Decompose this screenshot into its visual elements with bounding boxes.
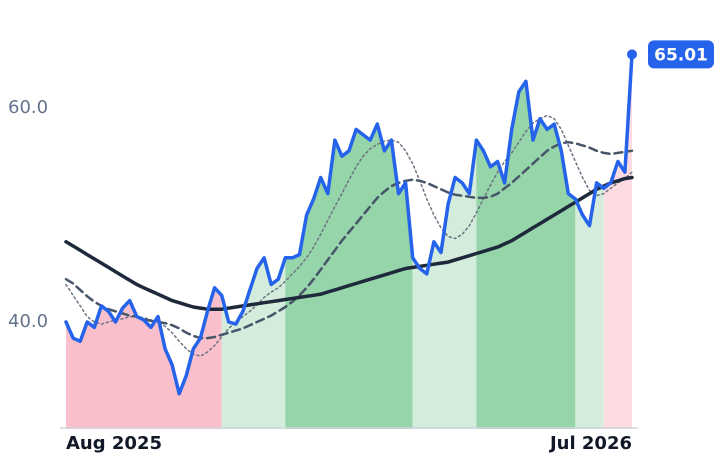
x-tick-label: Jul 2026	[548, 433, 632, 454]
last-value-label: 65.01	[654, 45, 708, 65]
moving-average	[64, 175, 634, 311]
regime-band	[66, 287, 222, 429]
regime-band	[476, 81, 576, 429]
y-tick-label: 60.0	[8, 97, 48, 118]
price-line	[64, 52, 634, 396]
regime-band	[603, 54, 632, 429]
regime-band	[412, 140, 477, 429]
regime-band	[285, 124, 413, 430]
last-value-badge	[648, 40, 714, 69]
x-tick-label: Aug 2025	[66, 433, 162, 454]
regime-band	[575, 182, 604, 429]
y-tick-label: 40.0	[8, 311, 48, 332]
last-point	[627, 49, 637, 60]
